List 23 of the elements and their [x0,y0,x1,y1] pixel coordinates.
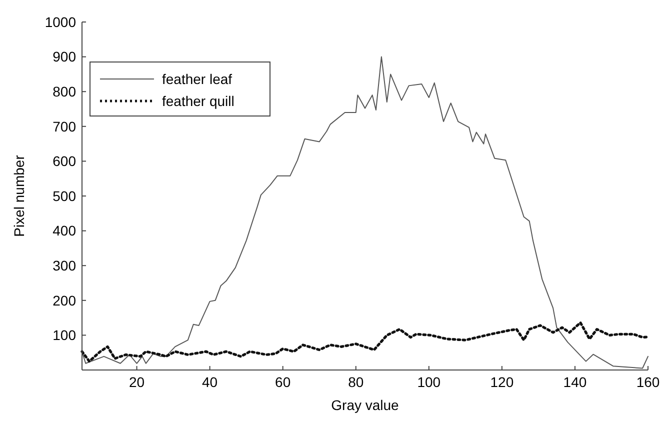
x-tick-label: 80 [348,374,364,390]
legend-label: feather leaf [162,70,232,87]
y-tick-label: 700 [52,118,76,134]
x-tick-label: 160 [636,374,660,390]
y-tick-label: 400 [52,222,76,239]
x-tick-label: 140 [563,374,587,390]
y-axis-title: Pixel number [11,154,27,237]
line-series [80,321,650,363]
y-tick-label: 100 [52,327,76,344]
legend-label: feather quill [162,92,234,109]
y-tick-label: 1000 [44,14,76,30]
y-tick-label: 200 [52,292,76,308]
x-tick-label: 20 [128,374,145,390]
y-tick-label: 900 [52,48,76,65]
x-axis-title: Gray value [331,397,400,413]
x-tick-label: 100 [417,374,441,390]
y-tick-label: 600 [52,153,76,170]
y-tick-label: 500 [52,188,76,204]
x-tick-label: 60 [275,374,291,390]
x-tick-label: 120 [490,374,514,390]
y-tick-label: 300 [52,258,76,274]
x-tick-label: 40 [202,374,218,390]
y-tick-label: 800 [52,84,76,100]
